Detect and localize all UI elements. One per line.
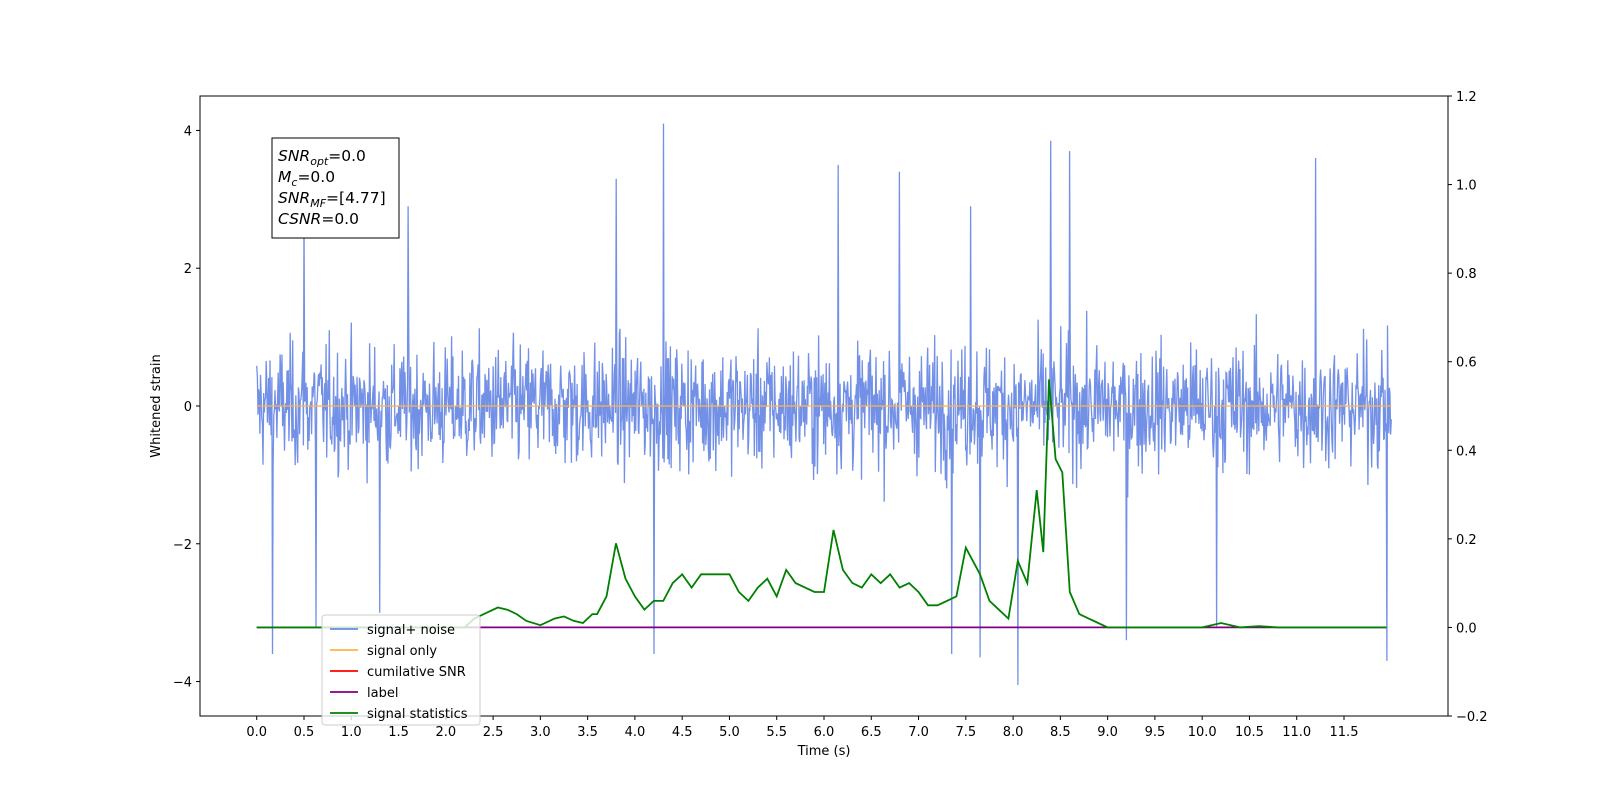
annotation-frame <box>271 137 400 239</box>
x-tick-label: 11.0 <box>1282 725 1311 740</box>
x-tick-label: 9.0 <box>1097 725 1118 740</box>
x-tick-label: 4.0 <box>625 725 646 740</box>
legend-label: signal only <box>367 644 437 659</box>
y-axis-left: −4 −2 0 2 4 <box>173 124 200 691</box>
annotation-line: SNRopt=0.0 <box>278 147 366 168</box>
x-tick-label: 3.0 <box>530 725 551 740</box>
x-tick-label: 4.5 <box>672 725 693 740</box>
legend: signal+ noise signal only cumilative SNR la… <box>321 614 481 726</box>
x-tick-label: 7.0 <box>908 725 929 740</box>
x-tick-label: 6.5 <box>861 725 882 740</box>
legend-frame <box>321 614 481 726</box>
legend-label: signal+ noise <box>367 623 455 638</box>
x-tick-label: 8.5 <box>1050 725 1071 740</box>
annotation-line: SNRMF=[4.77] <box>278 189 386 210</box>
x-tick-label: 5.5 <box>766 725 787 740</box>
x-tick-label: 9.5 <box>1145 725 1166 740</box>
x-tick-label: 7.5 <box>955 725 976 740</box>
x-tick-label: 2.5 <box>483 725 504 740</box>
x-tick-label: 1.5 <box>388 725 409 740</box>
y2-tick-label: 0.2 <box>1456 533 1477 548</box>
y2-tick-label: 1.0 <box>1456 179 1477 194</box>
x-tick-label: 8.0 <box>1003 725 1024 740</box>
y2-tick-label: 0.6 <box>1456 356 1477 371</box>
x-tick-label: 10.0 <box>1188 725 1217 740</box>
y2-tick-label: −0.2 <box>1456 710 1488 725</box>
y-tick-label: 2 <box>184 262 192 277</box>
x-tick-label: 10.5 <box>1235 725 1264 740</box>
y-axis-label: Whitened strain <box>149 354 164 457</box>
y-tick-label: −2 <box>173 538 192 553</box>
line-signal-noise <box>256 123 1392 686</box>
x-axis: 0.0 0.5 1.0 1.5 2.0 2.5 3.0 3.5 4.0 4.5 5.0 5.5 6.0 6… <box>246 716 1358 740</box>
x-tick-label: 6.0 <box>814 725 835 740</box>
x-tick-label: 3.5 <box>577 725 598 740</box>
y-tick-label: 0 <box>184 400 192 415</box>
y2-tick-label: 0.4 <box>1456 444 1477 459</box>
y2-tick-label: 1.2 <box>1456 90 1477 105</box>
annotation-line: CSNR=0.0 <box>278 210 359 228</box>
x-tick-label: 2.0 <box>435 725 456 740</box>
y-axis-right: −0.2 0.0 0.2 0.4 0.6 0.8 1.0 1.2 <box>1448 90 1488 725</box>
y2-tick-label: 0.8 <box>1456 267 1477 282</box>
x-tick-label: 11.5 <box>1330 725 1359 740</box>
x-axis-label: Time (s) <box>797 744 851 759</box>
x-tick-label: 0.5 <box>294 725 315 740</box>
y2-tick-label: 0.0 <box>1456 621 1477 636</box>
y-tick-label: 4 <box>184 124 192 139</box>
y-tick-label: −4 <box>173 676 192 691</box>
x-tick-label: 1.0 <box>341 725 362 740</box>
x-tick-label: 0.0 <box>246 725 267 740</box>
legend-label: cumilative SNR <box>367 665 466 680</box>
legend-label: signal statistics <box>367 707 468 722</box>
series-signal-noise <box>256 123 1392 686</box>
legend-label: label <box>367 686 398 701</box>
x-tick-label: 5.0 <box>719 725 740 740</box>
line-signal-statistics <box>256 379 1387 629</box>
annotation-line: Mc=0.0 <box>278 168 335 189</box>
